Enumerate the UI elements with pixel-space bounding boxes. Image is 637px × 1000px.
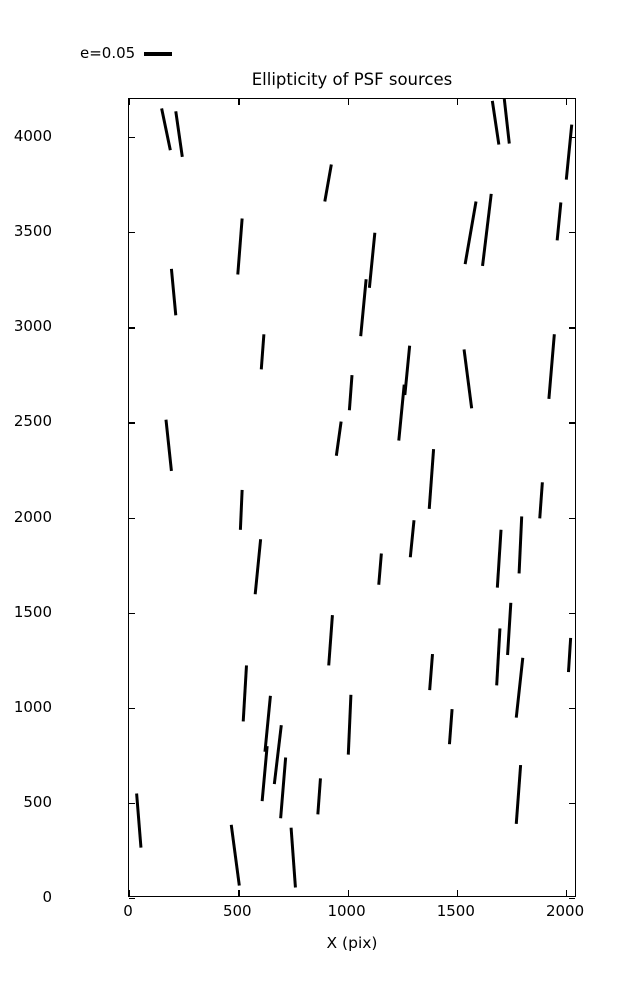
x-axis-tick-label: 1500	[436, 902, 475, 920]
whisker-segment	[514, 657, 525, 718]
x-axis-tick	[566, 99, 568, 105]
y-axis-tick-label: 1000	[13, 697, 52, 716]
y-axis-tick	[569, 898, 575, 900]
y-axis-tick-label: 500	[23, 792, 52, 811]
whisker-segment	[279, 757, 288, 819]
y-axis-tick	[129, 327, 135, 329]
y-axis-tick	[129, 232, 135, 234]
whisker-segment	[241, 665, 248, 722]
x-axis-tick	[238, 99, 240, 105]
y-axis-tick	[129, 422, 135, 424]
whisker-segment	[259, 334, 266, 370]
whisker-segment	[463, 201, 478, 265]
y-axis-tick	[569, 802, 575, 805]
whisker-segment	[327, 615, 334, 666]
x-axis-tick-label: 1000	[327, 902, 366, 920]
whisker-segment	[253, 539, 263, 595]
y-axis-tick	[569, 422, 575, 424]
x-axis-tick	[129, 890, 131, 896]
whisker-segment	[566, 637, 573, 673]
x-axis-tick	[238, 890, 240, 896]
whisker-segment	[481, 193, 493, 267]
y-axis-tick	[129, 137, 135, 139]
y-axis-tick-label: 0	[42, 888, 52, 906]
whisker-segment	[397, 384, 406, 441]
whisker-segment	[334, 421, 343, 456]
whisker-segment	[377, 553, 383, 585]
y-axis-tick	[129, 517, 135, 519]
page-title: Ellipticity of PSF sources	[251, 70, 453, 89]
whisker-segment	[555, 202, 563, 241]
y-axis-tick-label: 4000	[13, 127, 52, 146]
whisker-segment	[263, 695, 272, 752]
y-axis-tick-label: 2000	[13, 507, 52, 526]
y-axis-tick-label: 1500	[13, 602, 52, 621]
whisker-segment	[514, 764, 523, 825]
y-axis-tick	[129, 612, 135, 614]
whisker-segment	[403, 345, 412, 396]
plot-axes-area	[128, 98, 576, 900]
y-axis-tick	[569, 232, 575, 234]
whisker-segment	[236, 218, 244, 275]
y-axis-tick-label: 2500	[13, 412, 52, 431]
whisker-segment	[502, 99, 511, 144]
whisker-segment	[272, 725, 283, 785]
y-axis-tick	[129, 898, 135, 900]
whisker-segment	[260, 745, 269, 802]
whisker-segment	[316, 778, 322, 815]
whisker-segment	[428, 653, 434, 691]
x-axis-tick-label: 2000	[545, 902, 585, 920]
x-axis-tick	[456, 99, 459, 105]
whisker-segment	[164, 419, 173, 472]
whisker-segment	[495, 529, 503, 588]
y-axis-tick	[129, 707, 135, 710]
y-axis-tick	[569, 612, 575, 614]
whisker-segment	[564, 124, 574, 180]
whisker-segment	[490, 100, 501, 145]
whisker-segment	[135, 793, 143, 848]
whisker-segment	[238, 489, 244, 530]
whisker-segment	[538, 482, 544, 519]
whisker-segment	[160, 108, 172, 151]
x-axis-tick	[566, 890, 568, 896]
whisker-segment	[408, 520, 416, 558]
whisker-segment	[495, 628, 502, 686]
x-axis-tick	[456, 890, 459, 896]
y-axis-tick	[569, 137, 575, 139]
x-axis-tick	[129, 99, 131, 105]
whisker-segment	[169, 268, 178, 316]
x-axis-tick-label: 0	[123, 902, 133, 920]
y-axis-tick-label: 3000	[13, 317, 52, 336]
whisker-segment	[347, 374, 354, 411]
y-axis-tick	[569, 517, 575, 519]
whisker-segment	[547, 334, 556, 399]
whisker-layer	[135, 99, 574, 888]
legend-label: e=0.05	[80, 44, 136, 62]
x-axis-tick-label: 500	[222, 902, 252, 920]
y-axis-tick	[569, 707, 575, 710]
whisker-segment	[447, 708, 454, 745]
whisker-segment	[359, 279, 368, 337]
whisker-segment	[462, 349, 474, 409]
whisker-segment	[174, 111, 184, 158]
whisker-segment	[289, 827, 297, 888]
whisker-segment	[506, 602, 513, 656]
x-axis-tick	[347, 890, 349, 896]
x-axis-label: X (pix)	[326, 934, 378, 952]
y-axis-tick-label: 3500	[13, 222, 52, 241]
whisker-segment	[367, 232, 377, 288]
whisker-segment	[346, 694, 353, 755]
whisker-segment	[517, 516, 524, 574]
legend-line-marker-icon	[144, 51, 173, 56]
whisker-segment	[323, 164, 333, 202]
legend: e=0.05	[80, 44, 173, 62]
y-axis-tick	[129, 802, 135, 805]
x-axis-tick	[347, 99, 349, 105]
whisker-segment	[427, 449, 436, 509]
whisker-segment	[229, 824, 241, 886]
y-axis-tick	[569, 327, 575, 329]
